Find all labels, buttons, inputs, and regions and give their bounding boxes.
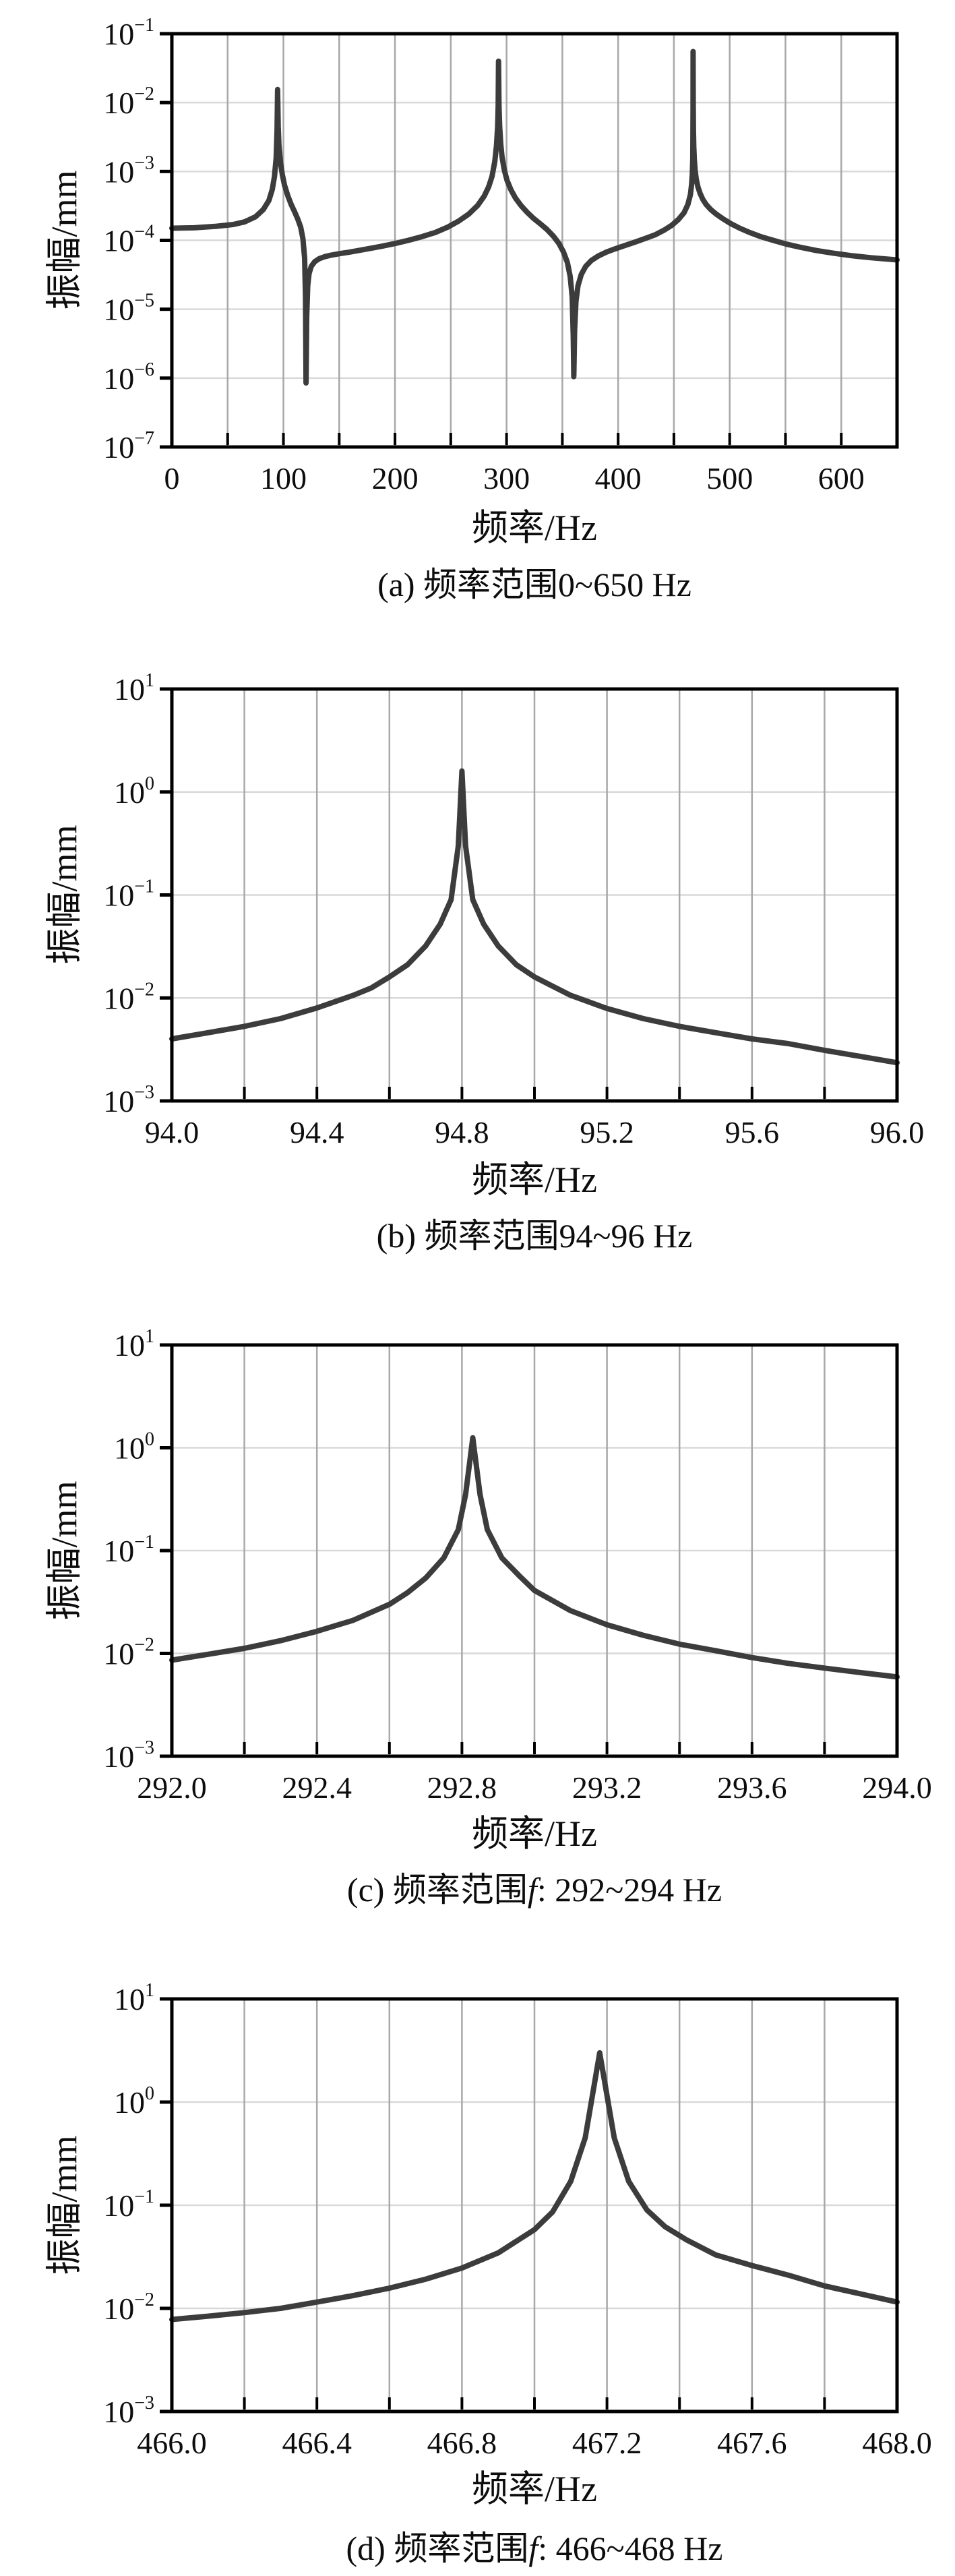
y-tick-label: 10−7 [103,428,154,465]
y-tick-label: 10−3 [103,2393,154,2429]
chart-a-x-axis-title: 频率/Hz [472,508,597,548]
chart-a-y-axis-title: 振幅/mm [44,170,85,310]
y-tick-label: 10−2 [103,2289,154,2326]
x-tick-label: 600 [818,461,865,496]
x-tick-label: 96.0 [870,1115,925,1149]
y-tick-label: 10−1 [103,876,154,913]
y-tick-label: 10−1 [103,2186,154,2223]
y-tick-label: 10−1 [103,1532,154,1568]
y-tick-label: 10−3 [103,1082,154,1118]
y-tick-label: 10−2 [103,1635,154,1671]
caption-c-range: : 292~294 Hz [536,1871,722,1909]
chart-d-x-axis-title: 频率/Hz [472,2469,597,2509]
x-tick-label: 95.2 [580,1115,634,1149]
x-tick-label: 468.0 [862,2426,932,2460]
x-tick-label: 94.4 [290,1115,344,1149]
plot-border [170,32,899,449]
y-tick-label: 100 [114,1429,154,1466]
chart-d-caption: (d) 频率范围f: 466~468 Hz [172,2528,897,2569]
amplitude-curve [169,2050,900,2323]
chart-b-y-axis-title: 振幅/mm [44,825,85,965]
caption-c-italic-f: f [527,1871,537,1909]
y-tick-label: 10−2 [103,979,154,1015]
y-tick-label: 10−5 [103,291,154,327]
x-tick-label: 400 [595,461,642,496]
x-tick-label: 294.0 [862,1770,932,1805]
y-tick-label: 100 [114,2083,154,2120]
y-tick-label: 101 [114,1326,154,1362]
chart-b-x-axis-title: 频率/Hz [472,1160,597,1200]
plot-border [170,687,899,1103]
x-tick-label: 292.4 [282,1770,352,1805]
x-tick-label: 293.6 [717,1770,787,1805]
y-tick-label: 100 [114,773,154,810]
x-tick-label: 100 [260,461,307,496]
x-tick-label: 466.8 [427,2426,497,2460]
caption-b-text: (b) 频率范围94~96 Hz [376,1217,693,1255]
x-tick-label: 95.6 [725,1115,780,1149]
y-tick-label: 10−3 [103,1737,154,1774]
y-tick-label: 101 [114,1980,154,2016]
y-tick-label: 101 [114,670,154,707]
y-tick-label: 10−4 [103,222,154,258]
x-tick-label: 293.2 [572,1770,642,1805]
chart-c-caption: (c) 频率范围f: 292~294 Hz [172,1869,897,1910]
plot-border [170,1997,899,2414]
caption-c-text: (c) 频率范围 [346,1871,528,1909]
y-tick-label: 10−1 [103,15,154,51]
plot-border [170,1343,899,1758]
amplitude-curve [169,1435,900,1680]
amplitude-curve [169,768,900,1066]
x-tick-label: 300 [483,461,530,496]
y-tick-label: 10−6 [103,359,154,396]
caption-a-text: (a) 频率范围0~650 Hz [377,566,691,603]
x-tick-label: 292.8 [427,1770,497,1805]
chart-b-plot: 101 100 10−1 10−2 10−394.0 94.4 94.8 95.2 95.6 96… [103,670,924,1149]
chart-a-caption: (a) 频率范围0~650 Hz [172,564,897,605]
x-tick-label: 94.0 [145,1115,199,1149]
chart-d-y-axis-title: 振幅/mm [44,2135,85,2275]
x-tick-label: 0 [164,461,180,496]
amplitude-curve [169,49,900,386]
chart-c-y-axis-title: 振幅/mm [44,1480,85,1621]
caption-d-italic-f: f [528,2529,538,2567]
y-tick-label: 10−3 [103,152,154,189]
x-tick-label: 292.0 [137,1770,207,1805]
caption-d-text: (d) 频率范围 [346,2529,529,2567]
chart-c-x-axis-title: 频率/Hz [472,1814,597,1854]
y-tick-label: 10−2 [103,84,154,120]
x-tick-label: 467.6 [717,2426,787,2460]
x-tick-label: 200 [372,461,419,496]
chart-b-caption: (b) 频率范围94~96 Hz [172,1216,897,1256]
x-tick-label: 466.0 [137,2426,207,2460]
x-tick-label: 466.4 [282,2426,352,2460]
x-tick-label: 94.8 [435,1115,489,1149]
x-tick-label: 467.2 [572,2426,642,2460]
x-tick-label: 500 [706,461,753,496]
chart-a-plot: 10−1 10−2 10−3 10−4 10−5 10−6 10−7 0 100 200 300 40… [103,15,900,496]
caption-d-range: : 466~468 Hz [538,2529,723,2567]
